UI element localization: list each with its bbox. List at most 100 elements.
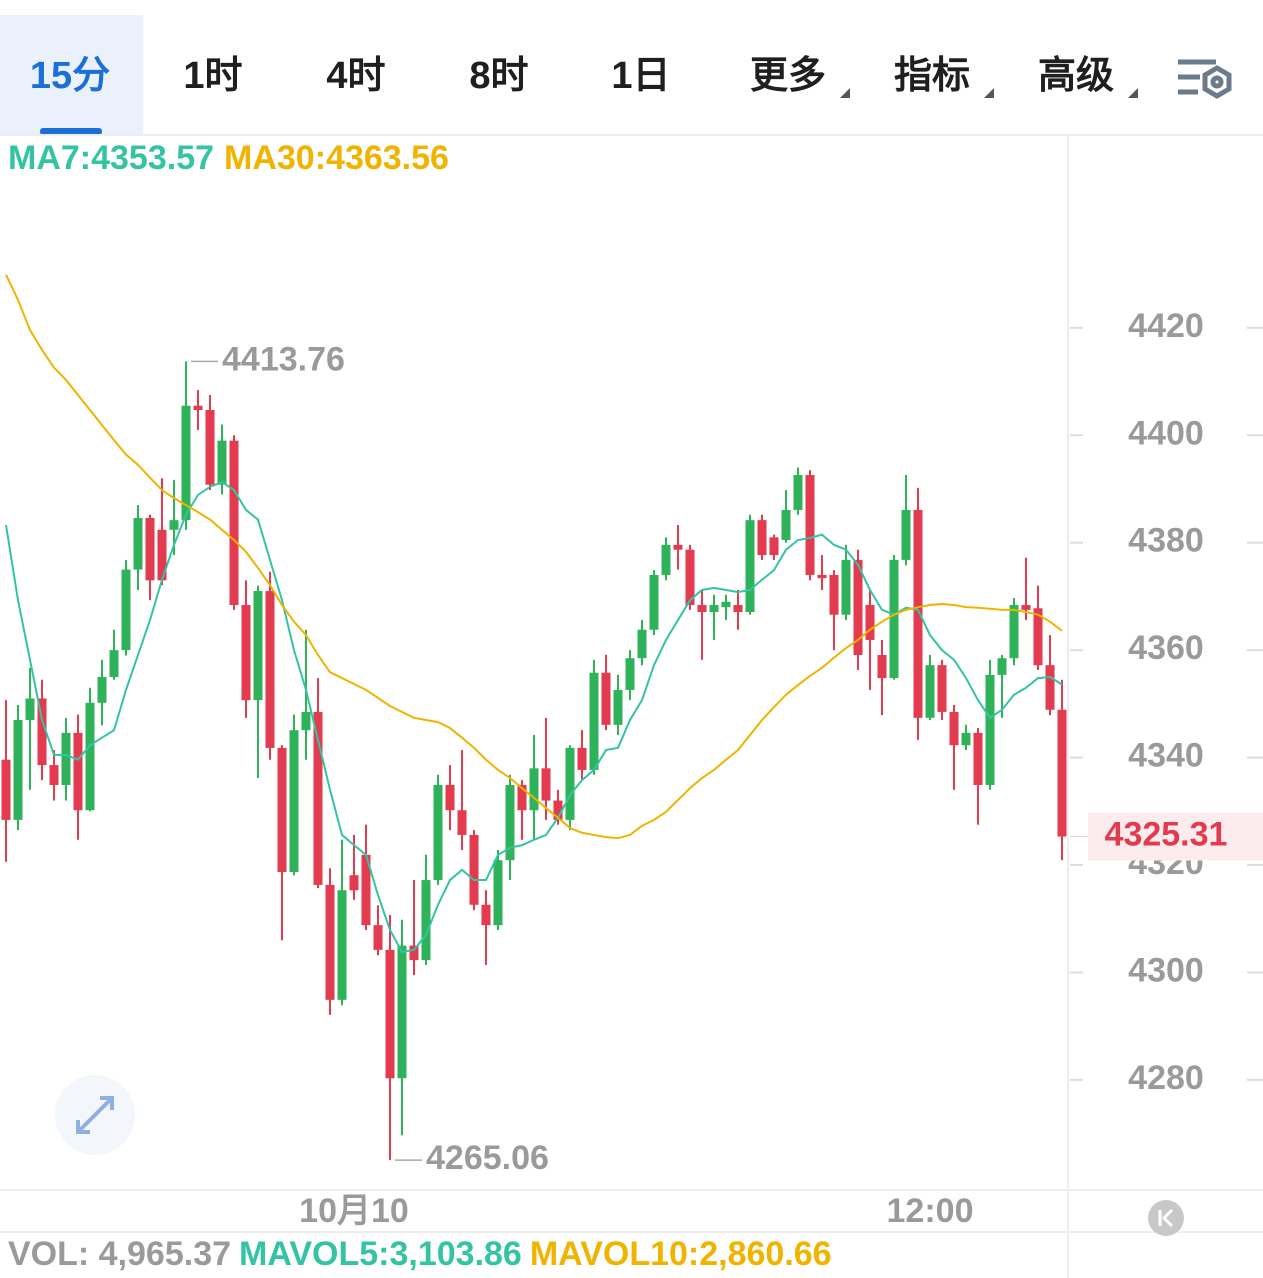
extreme-label: 4413.76 xyxy=(222,340,345,378)
candle-body xyxy=(793,475,803,510)
candle-body xyxy=(553,800,563,820)
candle-body xyxy=(409,945,419,961)
ma-line xyxy=(5,480,1063,954)
candle-body xyxy=(829,574,839,615)
candle-body xyxy=(841,559,851,615)
candle-body xyxy=(469,834,479,905)
volume-legend-entry: MAVOL10:2,860.66 xyxy=(530,1235,832,1273)
candle-body xyxy=(889,559,899,679)
volume-legend-entry: MAVOL5:3,103.86 xyxy=(239,1235,522,1273)
candle-body xyxy=(853,559,863,655)
candle-body xyxy=(433,784,443,881)
candle-body xyxy=(625,658,635,690)
candle-body xyxy=(49,765,59,785)
expand-button[interactable] xyxy=(55,1075,135,1155)
candle-body xyxy=(133,518,143,570)
extreme-label: 4265.06 xyxy=(426,1139,549,1177)
candle-body xyxy=(1021,605,1031,610)
candle-body xyxy=(421,880,431,961)
tab[interactable]: 指标 xyxy=(894,55,970,97)
candle-body xyxy=(649,574,659,630)
candle-body xyxy=(1,759,11,820)
candle-body xyxy=(1033,608,1043,666)
y-tick-label: 4280 xyxy=(1128,1059,1204,1097)
y-tick-label: 4340 xyxy=(1128,737,1204,775)
candle-body xyxy=(865,605,875,640)
candle-body xyxy=(517,784,527,811)
candle-body xyxy=(205,410,215,485)
candle-body xyxy=(769,537,779,556)
candle-body xyxy=(361,854,371,926)
y-tick-label: 4380 xyxy=(1128,522,1204,560)
y-tick-label: 4360 xyxy=(1128,629,1204,667)
legend-entry: MA7:4353.57 xyxy=(8,139,214,177)
candle-body xyxy=(541,768,551,801)
candle-body xyxy=(289,730,299,872)
candle-body xyxy=(781,509,791,541)
candle-body xyxy=(1057,709,1067,837)
candle-body xyxy=(661,544,671,575)
candle-body xyxy=(529,768,539,811)
volume-legend-entry: VOL: 4,965.37 xyxy=(8,1235,231,1273)
tab[interactable]: 1日 xyxy=(611,55,670,97)
settings-icon[interactable] xyxy=(1178,59,1232,99)
candle-body xyxy=(757,520,767,556)
volume-legend: VOL: 4,965.37 MAVOL5:3,103.86 MAVOL10:2,86… xyxy=(8,1235,832,1273)
tab-bar: 15分 1时 4时 8时 1日 更多 指标 高级 xyxy=(0,15,1138,135)
ma-line xyxy=(5,274,1063,840)
candle-body xyxy=(445,784,455,811)
candle-body xyxy=(121,569,131,651)
candle-body xyxy=(181,405,191,521)
candle-body xyxy=(229,440,239,606)
x-tick-label: 10月10 xyxy=(299,1192,409,1230)
candle-body xyxy=(157,529,167,581)
back-to-latest-button[interactable] xyxy=(1148,1200,1184,1236)
candle-body xyxy=(145,518,155,581)
candle-body xyxy=(709,605,719,613)
candle-body xyxy=(589,672,599,770)
candle-body xyxy=(313,711,323,885)
tab[interactable]: 15分 xyxy=(30,55,110,97)
candle-body xyxy=(325,884,335,1000)
y-tick-label: 4400 xyxy=(1128,414,1204,452)
tab[interactable]: 高级 xyxy=(1038,55,1114,97)
candle-body xyxy=(61,732,71,785)
candle-body xyxy=(745,520,755,613)
candle-body xyxy=(913,509,923,718)
candle-body xyxy=(973,732,983,785)
candle-body xyxy=(901,509,911,560)
tab[interactable]: 4时 xyxy=(326,55,385,97)
candle-body xyxy=(637,629,647,659)
candle-body xyxy=(385,949,395,1079)
candle-body xyxy=(565,747,575,820)
last-price-tag xyxy=(1088,812,1263,861)
candle-body xyxy=(253,591,263,701)
candle-body xyxy=(613,689,623,725)
candle-body xyxy=(241,605,251,701)
candle-body xyxy=(505,784,515,861)
candle-body xyxy=(277,747,287,872)
candle-body xyxy=(169,520,179,530)
tab[interactable]: 8时 xyxy=(469,55,528,97)
tab[interactable]: 更多 xyxy=(750,55,826,97)
candle-body xyxy=(877,654,887,679)
candle-body xyxy=(1009,605,1019,659)
candle-body xyxy=(817,574,827,579)
candle-body xyxy=(673,544,683,550)
x-tick-label: 12:00 xyxy=(887,1192,974,1230)
candle-body xyxy=(721,601,731,608)
candle-body xyxy=(25,698,35,720)
dropdown-caret xyxy=(984,88,994,98)
candle-body xyxy=(733,605,743,613)
candle-body xyxy=(13,719,23,820)
candle-body xyxy=(37,698,47,766)
candle-body xyxy=(217,440,227,485)
tab[interactable]: 1时 xyxy=(183,55,242,97)
candle-body xyxy=(577,747,587,770)
candle-body xyxy=(697,605,707,613)
dropdown-caret xyxy=(840,88,850,98)
